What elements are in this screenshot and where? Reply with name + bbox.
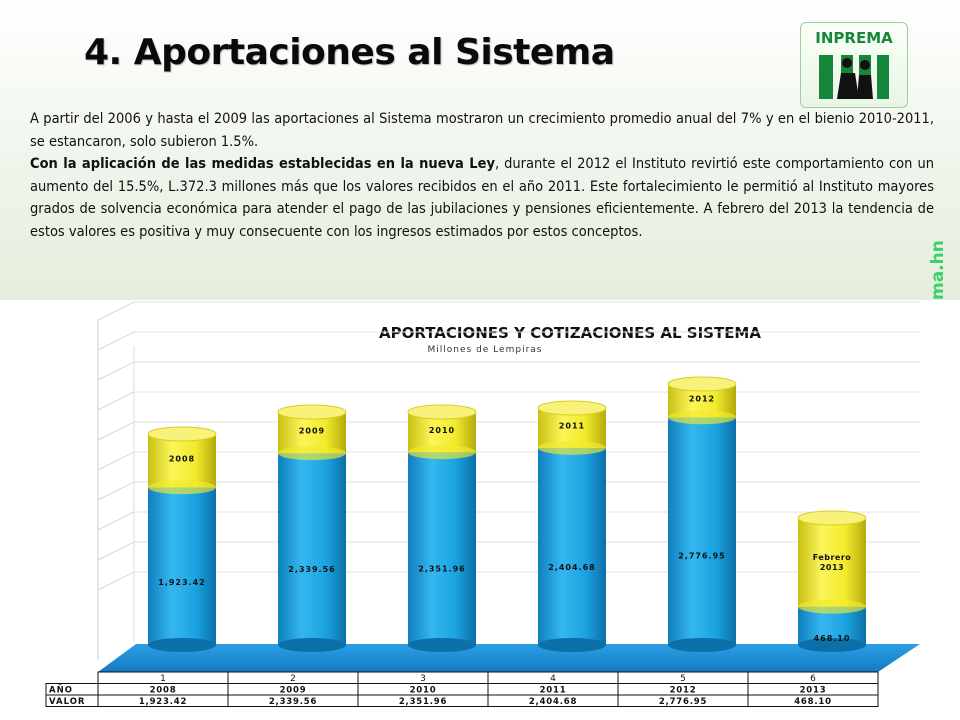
paragraph-1: A partir del 2006 y hasta el 2009 las ap…	[30, 111, 934, 150]
bar-chart: APORTACIONES Y COTIZACIONES AL SISTEMA M…	[45, 301, 920, 707]
bar-value-segment	[148, 487, 216, 645]
paragraph-2: Con la aplicación de las medidas estable…	[30, 153, 934, 243]
bar-value-segment	[668, 417, 736, 645]
bar-joint	[798, 599, 866, 614]
bar-year-segment	[148, 434, 216, 488]
grid-line	[97, 361, 135, 381]
bar-base	[538, 638, 606, 652]
bar-joint	[668, 410, 736, 425]
logo-text: INPREMA	[815, 29, 893, 47]
chart-subtitle: Millones de Lempiras	[428, 345, 543, 355]
bar-base	[798, 638, 866, 652]
inprema-logo: INPREMA	[800, 22, 908, 108]
grid-line	[97, 391, 135, 411]
table-cell: 2,351.96	[399, 697, 447, 707]
data-label: 468.10	[814, 634, 851, 643]
table-cell: 468.10	[794, 697, 832, 707]
year-label: 2012	[689, 394, 715, 403]
table-category: 1	[160, 674, 166, 684]
bar-top	[147, 426, 217, 442]
table-category: 3	[420, 674, 426, 684]
bar-top	[797, 510, 867, 526]
table-category: 2	[290, 674, 296, 684]
grid-lines	[97, 301, 920, 660]
table-row	[45, 694, 879, 707]
bar-top	[667, 376, 737, 392]
table-cell: 2009	[280, 686, 307, 696]
bars-group: 1,923.42 2008 2,339.56 2009 2,351.96 2010 2,40…	[147, 376, 867, 652]
bar-base	[278, 638, 346, 652]
bar: 2,351.96 2010	[407, 404, 477, 652]
table-cell: 2012	[670, 686, 697, 696]
grid-line	[97, 421, 135, 441]
table-cell: 2010	[410, 686, 437, 696]
year-label: 2010	[429, 426, 455, 435]
bar-value-segment	[408, 452, 476, 645]
grid-line	[97, 451, 135, 471]
data-label: 2,776.95	[678, 551, 725, 560]
bar-top	[537, 400, 607, 416]
data-label: 1,923.42	[158, 578, 205, 587]
year-label: 2011	[559, 422, 585, 431]
table-row-header: VALOR	[49, 697, 85, 707]
bar: 1,923.42 2008	[147, 426, 217, 652]
grid-line	[97, 511, 135, 531]
grid-line	[97, 301, 135, 321]
table-category: 6	[810, 674, 816, 684]
bar-value-segment	[538, 447, 606, 645]
year-label: Febrero	[813, 553, 852, 562]
grid-line	[97, 481, 135, 501]
table-cell: 2,404.68	[529, 697, 577, 707]
bar: 2,404.68 2011	[537, 400, 607, 652]
data-label: 2,351.96	[418, 565, 465, 574]
bar-top	[407, 404, 477, 420]
table-cell: 2013	[800, 686, 827, 696]
data-label: 2,339.56	[288, 565, 335, 574]
paragraph-2-bold: Con la aplicación de las medidas estable…	[30, 156, 495, 172]
bar: 2,776.95 2012	[667, 376, 737, 652]
bar-top	[277, 404, 347, 420]
bar-base	[408, 638, 476, 652]
grid-line	[97, 541, 135, 561]
table-cell: 2008	[150, 686, 177, 696]
year-label: 2009	[299, 426, 325, 435]
year-label: 2013	[820, 563, 844, 572]
floor-plane	[98, 644, 920, 672]
table-row-header: AÑO	[49, 685, 73, 696]
table-cell: 2011	[540, 686, 567, 696]
table-cell: 2,776.95	[659, 697, 707, 707]
body-text: A partir del 2006 y hasta el 2009 las ap…	[30, 108, 934, 243]
bar: 2,339.56 2009	[277, 404, 347, 652]
year-label: 2008	[169, 455, 195, 464]
chart-title: APORTACIONES Y COTIZACIONES AL SISTEMA	[379, 324, 761, 342]
table-cell: 1,923.42	[139, 697, 187, 707]
page-title: 4. Aportaciones al Sistema	[84, 32, 615, 73]
bar-value-segment	[278, 453, 346, 645]
bar-year-segment	[798, 518, 866, 607]
grid-line	[97, 331, 135, 351]
grid-line	[97, 571, 135, 591]
data-label: 2,404.68	[548, 563, 595, 572]
table-cell: 2,339.56	[269, 697, 317, 707]
table-category: 5	[680, 674, 686, 684]
bar-joint	[538, 440, 606, 455]
bar-base	[668, 638, 736, 652]
bar-base	[148, 638, 216, 652]
bar-joint	[408, 445, 476, 460]
table-category: 4	[550, 674, 556, 684]
logo-figures-icon	[819, 55, 889, 99]
chart-floor	[98, 644, 920, 672]
data-table: 1 2 3 4 5 6 AÑO 2008 2009 2010 2011 2012 2013 VALOR 1,…	[45, 671, 879, 707]
bar-joint	[278, 446, 346, 461]
paragraph-2-rest: , durante el 2012 el Instituto revirtió …	[30, 156, 934, 240]
bar-joint	[148, 480, 216, 495]
